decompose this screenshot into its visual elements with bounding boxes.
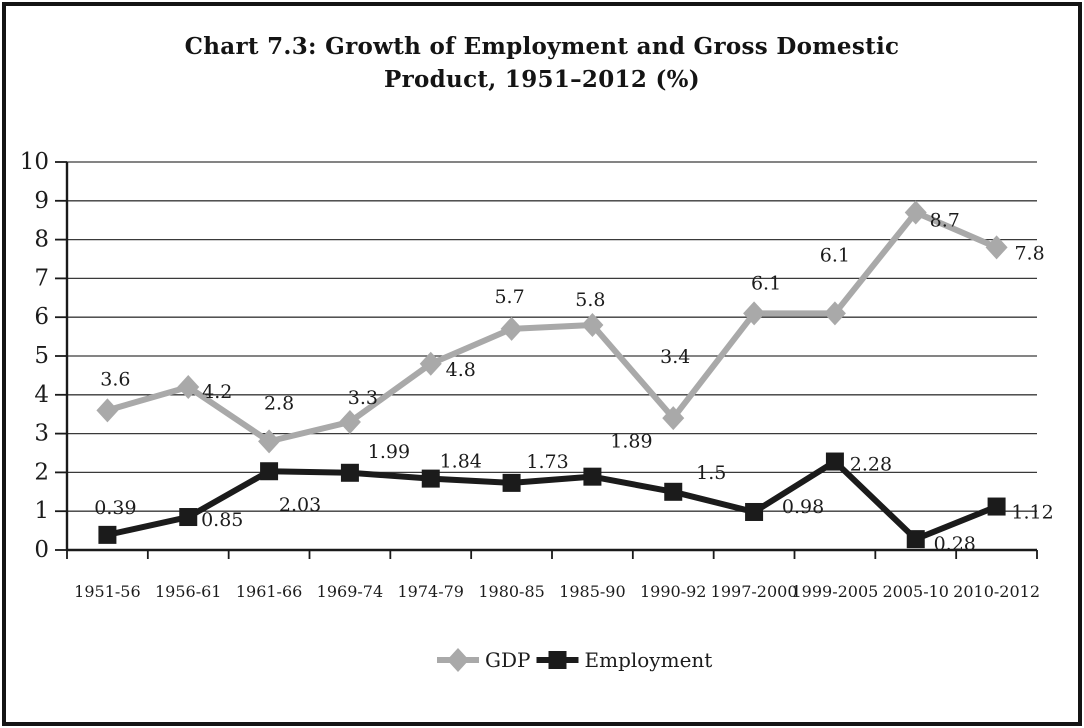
employment-value-label: 0.28 [934,533,976,555]
gdp-marker [500,316,523,341]
employment-legend-marker [548,651,567,669]
employment-value-label: 1.99 [368,441,410,463]
x-category-label: 1980-85 [478,582,544,601]
gdp-value-label: 4.2 [202,381,232,403]
y-tick-label: 9 [34,188,49,214]
x-category-label: 1969-74 [317,582,383,601]
x-category-label: 1951-56 [74,582,140,601]
gdp-value-label: 7.8 [1014,242,1044,264]
legend-label-gdp: GDP [485,648,530,672]
y-tick-label: 10 [20,149,49,175]
x-category-label: 2005-10 [883,582,949,601]
gdp-marker [338,409,361,434]
y-tick-label: 1 [34,498,49,524]
employment-marker [502,473,521,492]
y-tick-label: 0 [34,537,49,563]
employment-value-label: 1.12 [1011,502,1053,524]
employment-value-label: 1.84 [440,451,482,473]
gdp-marker [581,312,604,337]
employment-value-label: 1.5 [696,462,726,484]
employment-marker [340,463,359,482]
x-category-label: 1961-66 [236,582,302,601]
employment-marker [179,508,198,527]
gdp-value-label: 6.1 [820,244,850,266]
legend-item-employment: Employment [536,648,713,672]
gdp-marker [823,301,846,326]
x-category-label: 1956-61 [155,582,221,601]
gdp-marker [904,200,927,225]
employment-value-label: 0.39 [94,497,136,519]
y-tick-label: 6 [34,304,49,330]
employment-value-label: 1.73 [526,451,568,473]
employment-marker [583,467,602,486]
employment-marker [745,502,764,521]
gdp-value-label: 3.3 [348,387,378,409]
gdp-value-label: 3.6 [100,368,130,390]
employment-value-label: 0.85 [201,509,243,531]
chart-title: Chart 7.3: Growth of Employment and Gros… [184,33,900,94]
x-category-label: 1999-2005 [791,582,878,601]
gdp-marker [96,398,119,423]
employment-marker [906,530,925,549]
x-category-label: 1985-90 [559,582,625,601]
gdp-value-label: 3.4 [660,346,690,368]
y-tick-label: 4 [34,382,49,408]
gdp-value-label: 5.8 [575,289,605,311]
gdp-marker [985,235,1008,260]
gdp-marker [258,429,281,454]
gdp-marker [662,406,685,431]
employment-marker [825,452,844,471]
y-tick-label: 3 [34,421,49,447]
gdp-legend-marker [447,648,469,672]
gdp-value-label: 5.7 [494,286,524,308]
x-category-label: 1974-79 [398,582,464,601]
y-tick-label: 8 [34,227,49,253]
employment-marker [664,482,683,501]
gdp-marker [419,351,442,376]
y-tick-label: 2 [34,459,49,485]
x-category-label: 2010-2012 [953,582,1040,601]
gdp-value-label: 8.7 [930,209,960,231]
x-category-label: 1990-92 [640,582,706,601]
gdp-line [106,209,998,445]
gdp-value-label: 6.1 [751,272,781,294]
employment-value-label: 2.03 [279,494,321,516]
gdp-value-label: 4.8 [446,359,476,381]
gdp-marker [177,375,200,400]
employment-marker [421,469,440,488]
employment-value-label: 2.28 [850,454,892,476]
legend: GDP Employment [437,648,712,672]
employment-value-label: 1.89 [610,431,652,453]
gdp-value-label: 2.8 [264,392,294,414]
employment-value-label: 0.98 [782,496,824,518]
y-tick-label: 5 [34,343,49,369]
legend-label-employment: Employment [585,648,713,672]
y-tick-label: 7 [34,265,49,291]
gdp-marker [743,301,766,326]
employment-marker [260,462,279,481]
employment-line [106,458,998,543]
x-category-label: 1997-2000 [711,582,798,601]
employment-marker [98,525,117,544]
employment-marker [987,497,1006,516]
